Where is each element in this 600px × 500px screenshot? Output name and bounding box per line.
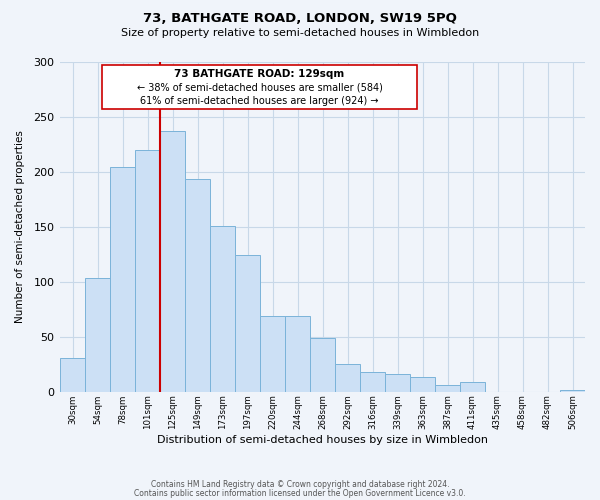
- FancyBboxPatch shape: [102, 65, 417, 110]
- Text: Contains HM Land Registry data © Crown copyright and database right 2024.: Contains HM Land Registry data © Crown c…: [151, 480, 449, 489]
- Text: Size of property relative to semi-detached houses in Wimbledon: Size of property relative to semi-detach…: [121, 28, 479, 38]
- Bar: [160, 131, 185, 392]
- Bar: [110, 167, 135, 392]
- Bar: [185, 180, 210, 392]
- Bar: [560, 390, 585, 392]
- Bar: [335, 364, 360, 392]
- Text: ← 38% of semi-detached houses are smaller (584): ← 38% of semi-detached houses are smalle…: [137, 83, 382, 93]
- Bar: [435, 385, 460, 392]
- Bar: [210, 226, 235, 392]
- Text: Contains public sector information licensed under the Open Government Licence v3: Contains public sector information licen…: [134, 489, 466, 498]
- Bar: [85, 278, 110, 392]
- X-axis label: Distribution of semi-detached houses by size in Wimbledon: Distribution of semi-detached houses by …: [157, 435, 488, 445]
- Y-axis label: Number of semi-detached properties: Number of semi-detached properties: [15, 130, 25, 323]
- Bar: [385, 374, 410, 392]
- Bar: [135, 150, 160, 392]
- Bar: [460, 382, 485, 392]
- Bar: [235, 256, 260, 392]
- Text: 73 BATHGATE ROAD: 129sqm: 73 BATHGATE ROAD: 129sqm: [175, 69, 344, 79]
- Bar: [260, 316, 285, 392]
- Text: 61% of semi-detached houses are larger (924) →: 61% of semi-detached houses are larger (…: [140, 96, 379, 106]
- Bar: [285, 316, 310, 392]
- Bar: [410, 378, 435, 392]
- Text: 73, BATHGATE ROAD, LONDON, SW19 5PQ: 73, BATHGATE ROAD, LONDON, SW19 5PQ: [143, 12, 457, 26]
- Bar: [360, 372, 385, 392]
- Bar: [310, 338, 335, 392]
- Bar: [60, 358, 85, 392]
